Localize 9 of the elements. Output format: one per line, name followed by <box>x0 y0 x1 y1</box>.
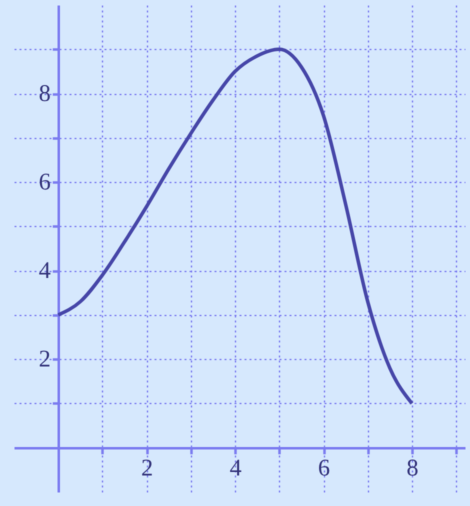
y-tick-label: 2 <box>38 346 51 373</box>
x-tick-label: 6 <box>318 455 330 482</box>
x-tick-label: 4 <box>230 455 242 482</box>
line-series <box>56 48 414 406</box>
y-tick-label: 8 <box>38 81 51 108</box>
y-tick-label: 6 <box>38 170 51 196</box>
x-tick-label: 8 <box>406 455 418 482</box>
y-tick-label: 4 <box>38 258 51 284</box>
x-tick-label: 2 <box>141 455 154 482</box>
